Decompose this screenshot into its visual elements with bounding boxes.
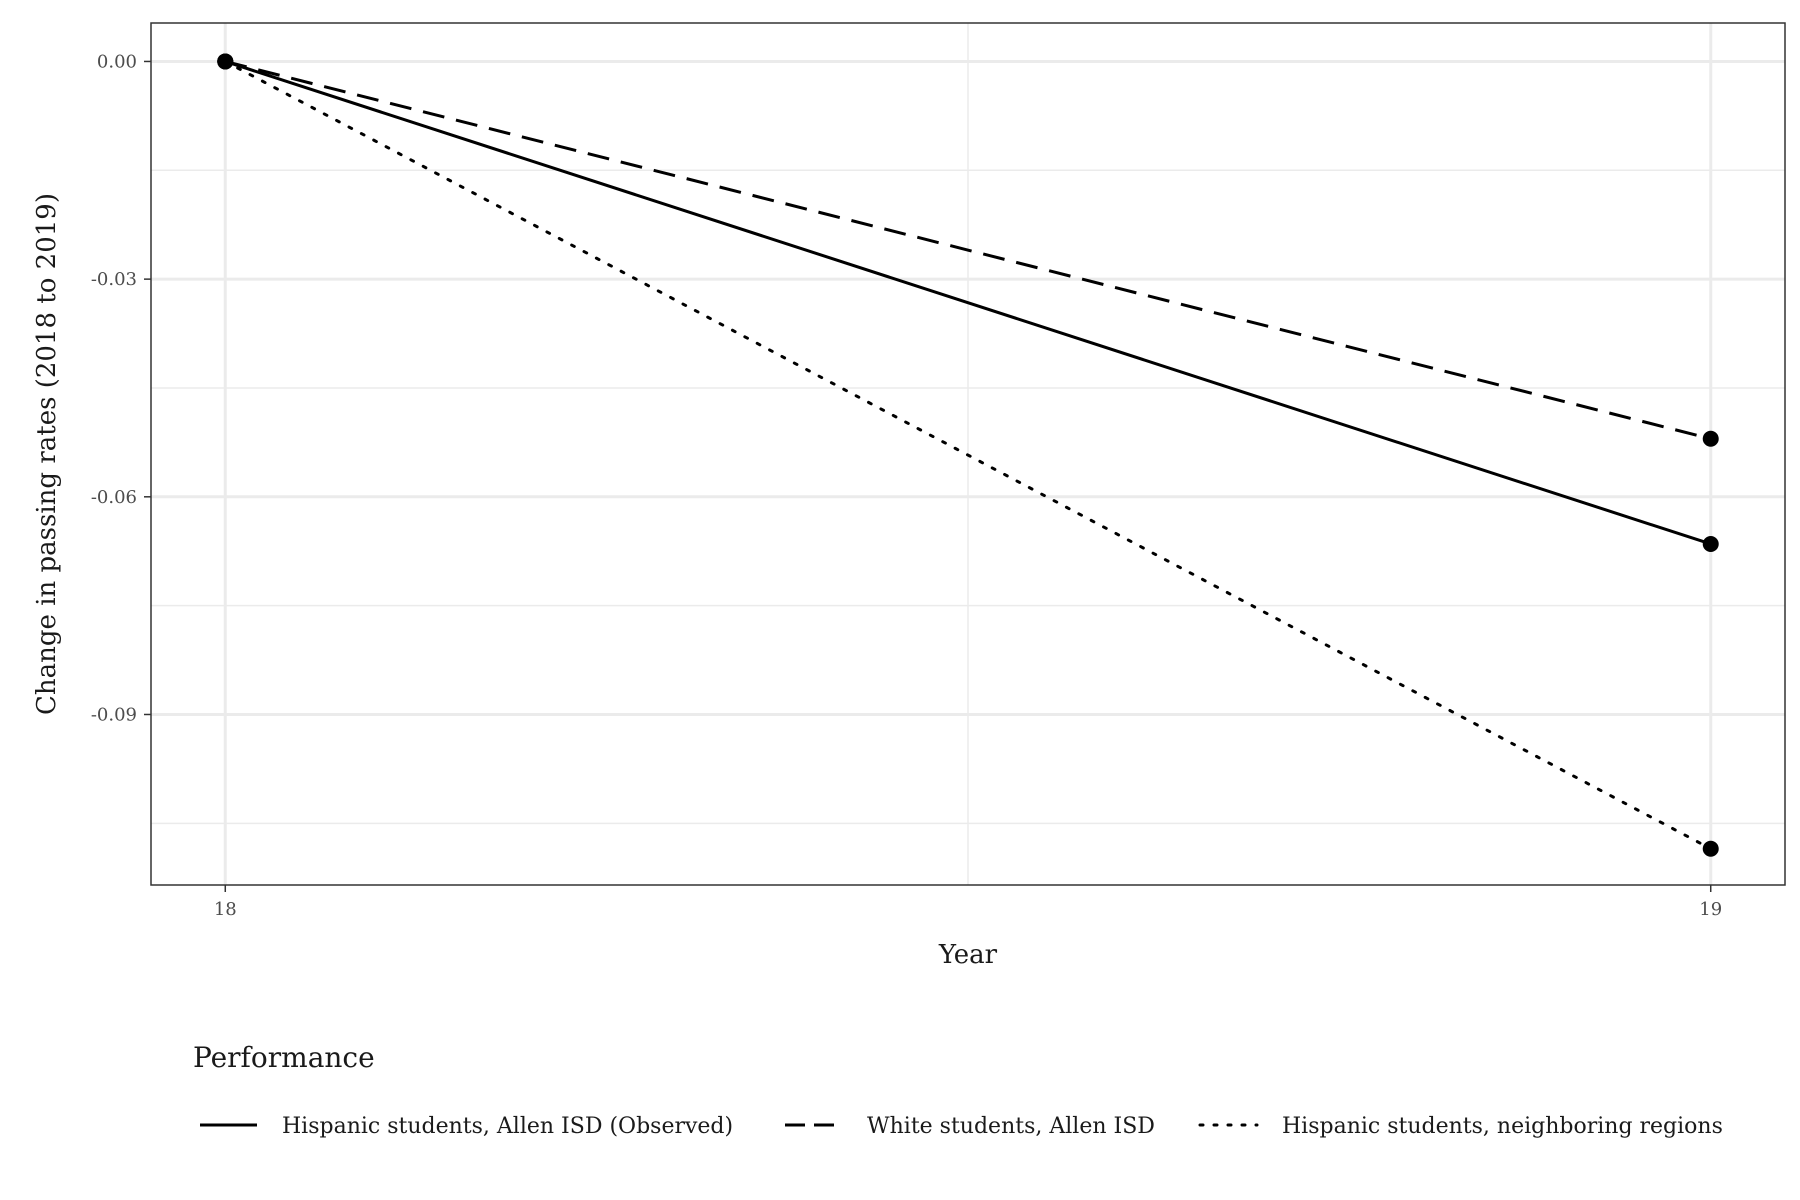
data-points <box>217 53 1719 857</box>
y-tick-label: -0.03 <box>91 269 137 290</box>
series-line-1 <box>224 60 1712 546</box>
series-line-2 <box>224 60 1712 441</box>
y-axis-title: Change in passing rates (2018 to 2019) <box>32 193 62 715</box>
legend: Performance Hispanic students, Allen ISD… <box>193 1041 1723 1139</box>
data-point-series-2 <box>1702 430 1719 447</box>
data-point-series-1 <box>1702 535 1719 552</box>
major-gridlines <box>151 23 1785 885</box>
legend-label-3: Hispanic students, neighboring regions <box>1282 1114 1723 1139</box>
x-tick-label: 18 <box>214 899 237 920</box>
series-line-3 <box>223 59 1713 851</box>
series-lines <box>223 59 1713 851</box>
legend-title: Performance <box>193 1041 375 1074</box>
y-tick-label: -0.06 <box>91 487 137 508</box>
y-tick-label: 0.00 <box>97 51 137 72</box>
legend-label-2: White students, Allen ISD <box>867 1114 1155 1139</box>
data-point-series-3 <box>1702 840 1719 857</box>
legend-label-1: Hispanic students, Allen ISD (Observed) <box>282 1114 733 1139</box>
legend-items: Hispanic students, Allen ISD (Observed) W… <box>200 1114 1723 1139</box>
x-tick-label: 19 <box>1699 899 1722 920</box>
x-axis: 18 19 <box>214 885 1722 920</box>
y-axis: 0.00 -0.03 -0.06 -0.09 <box>91 51 151 725</box>
data-point-series-3 <box>217 53 234 70</box>
x-axis-title: Year <box>938 940 998 970</box>
y-tick-label: -0.09 <box>91 704 137 725</box>
plot-panel-border <box>150 22 1786 886</box>
